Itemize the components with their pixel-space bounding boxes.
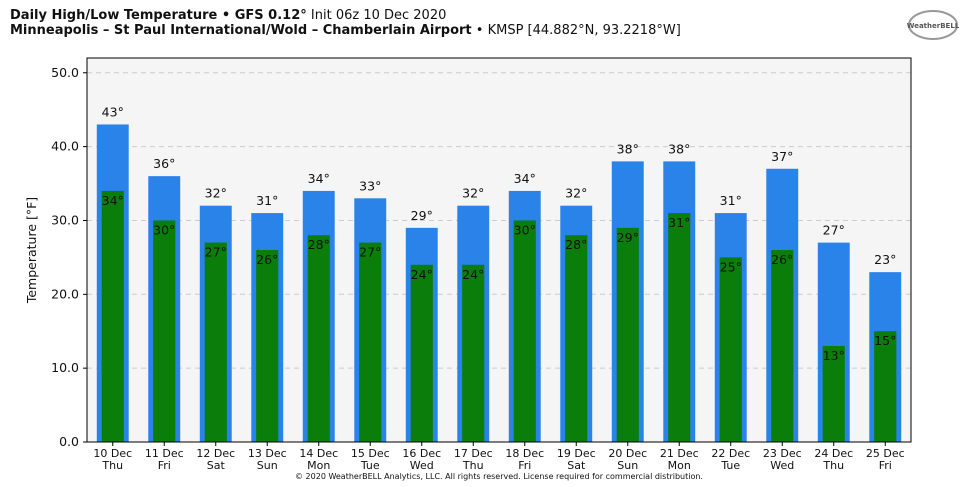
value-label: 36° <box>153 156 175 171</box>
value-label: 32° <box>565 186 587 201</box>
x-tick-label: 13 Dec <box>248 447 287 460</box>
value-label: 24° <box>411 267 433 282</box>
bar <box>307 235 330 442</box>
value-label: 26° <box>771 252 793 267</box>
x-tick-weekday: Wed <box>770 459 794 472</box>
value-label: 31° <box>668 215 690 230</box>
value-label: 13° <box>823 348 845 363</box>
y-tick-label: 10.0 <box>51 360 79 375</box>
x-tick-label: 22 Dec <box>711 447 750 460</box>
subtitle-line: Minneapolis – St Paul International/Wold… <box>10 23 681 38</box>
value-label: 27° <box>359 245 381 260</box>
value-label: 25° <box>720 259 742 274</box>
bar <box>410 264 433 442</box>
x-tick-weekday: Mon <box>668 459 691 472</box>
value-label: 26° <box>256 252 278 267</box>
x-tick-weekday: Mon <box>307 459 330 472</box>
bar <box>153 220 176 442</box>
value-label: 37° <box>771 149 793 164</box>
x-tick-weekday: Tue <box>360 459 380 472</box>
value-label: 27° <box>823 223 845 238</box>
logo: WeatherBELL <box>907 22 960 30</box>
value-label: 33° <box>359 178 381 193</box>
bar <box>565 235 588 442</box>
bar <box>204 242 227 442</box>
x-tick-weekday: Tue <box>720 459 740 472</box>
station: • KMSP [44.882°N, 93.2218°W] <box>476 23 681 38</box>
x-tick-label: 11 Dec <box>145 447 184 460</box>
title-line: Daily High/Low Temperature • GFS 0.12° I… <box>10 8 446 23</box>
x-tick-weekday: Sun <box>617 459 638 472</box>
bar <box>771 250 794 442</box>
x-tick-weekday: Sun <box>257 459 278 472</box>
x-tick-weekday: Wed <box>410 459 434 472</box>
bar <box>719 257 742 442</box>
x-tick-weekday: Fri <box>879 459 892 472</box>
plot-frame <box>86 57 912 443</box>
value-label: 23° <box>874 252 896 267</box>
y-axis-label: Temperature [°F] <box>24 197 39 304</box>
x-tick-label: 12 Dec <box>196 447 235 460</box>
x-tick-weekday: Thu <box>462 459 484 472</box>
bar <box>874 331 897 442</box>
value-label: 30° <box>514 222 536 237</box>
value-label: 43° <box>102 104 124 119</box>
value-label: 15° <box>874 333 896 348</box>
x-tick-label: 20 Dec <box>608 447 647 460</box>
value-label: 34° <box>308 171 330 186</box>
value-label: 38° <box>668 141 690 156</box>
value-label: 28° <box>308 237 330 252</box>
value-label: 24° <box>462 267 484 282</box>
x-tick-weekday: Thu <box>101 459 123 472</box>
x-tick-weekday: Fri <box>518 459 531 472</box>
x-tick-label: 25 Dec <box>866 447 905 460</box>
value-label: 31° <box>256 193 278 208</box>
bar <box>513 220 536 442</box>
x-tick-label: 19 Dec <box>557 447 596 460</box>
value-label: 32° <box>205 186 227 201</box>
x-tick-label: 14 Dec <box>299 447 338 460</box>
x-tick-weekday: Thu <box>822 459 844 472</box>
bar <box>462 264 485 442</box>
x-tick-label: 18 Dec <box>505 447 544 460</box>
x-tick-weekday: Fri <box>158 459 171 472</box>
value-label: 30° <box>153 222 175 237</box>
y-tick-label: 40.0 <box>51 139 79 154</box>
bar <box>616 227 639 442</box>
value-label: 32° <box>462 186 484 201</box>
value-label: 38° <box>617 141 639 156</box>
value-label: 28° <box>565 237 587 252</box>
value-label: 29° <box>411 208 433 223</box>
value-label: 31° <box>720 193 742 208</box>
x-tick-weekday: Sat <box>567 459 586 472</box>
y-tick-label: 50.0 <box>51 65 79 80</box>
chart-init: Init 06z 10 Dec 2020 <box>311 8 446 23</box>
bar <box>668 213 691 442</box>
x-tick-label: 15 Dec <box>351 447 390 460</box>
bar <box>256 250 279 442</box>
x-tick-label: 24 Dec <box>814 447 853 460</box>
bar <box>822 346 845 442</box>
copyright: © 2020 WeatherBELL Analytics, LLC. All r… <box>295 472 703 481</box>
x-tick-label: 21 Dec <box>660 447 699 460</box>
chart-title: Daily High/Low Temperature • GFS 0.12° <box>10 8 307 23</box>
chart-subtitle: Minneapolis – St Paul International/Wold… <box>10 23 472 38</box>
x-tick-label: 17 Dec <box>454 447 493 460</box>
logo-ring <box>908 10 958 40</box>
value-label: 29° <box>617 230 639 245</box>
x-tick-label: 23 Dec <box>763 447 802 460</box>
x-tick-label: 16 Dec <box>402 447 441 460</box>
y-tick-label: 20.0 <box>51 286 79 301</box>
value-label: 34° <box>514 171 536 186</box>
x-tick-weekday: Sat <box>207 459 226 472</box>
bar <box>101 190 124 442</box>
x-tick-label: 10 Dec <box>93 447 132 460</box>
bar <box>359 242 382 442</box>
value-label: 34° <box>102 193 124 208</box>
value-label: 27° <box>205 245 227 260</box>
y-tick-label: 0.0 <box>59 434 79 449</box>
y-tick-label: 30.0 <box>51 212 79 227</box>
